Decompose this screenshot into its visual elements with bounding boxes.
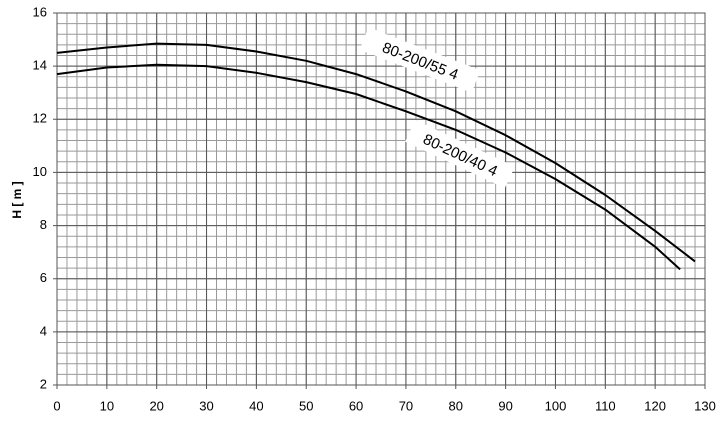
y-tick-label: 16 [33,4,47,19]
y-tick-label: 8 [40,217,47,232]
x-tick-label: 10 [100,398,114,413]
curve [56,42,696,263]
x-tick-label: 60 [349,398,363,413]
x-tick-label: 80 [449,398,463,413]
x-tick-label: 110 [595,398,616,413]
y-tick-label: 4 [40,323,47,338]
curve [56,63,681,271]
annotations: 80-200/55 4 80-200/40 4 [359,27,515,189]
x-tick-label: 100 [545,398,567,413]
y-tick-label: 14 [33,58,47,73]
x-tick-label: 50 [299,398,313,413]
x-tick-label: 90 [498,398,512,413]
label-box [359,27,481,93]
label-box [405,119,515,189]
x-tick-label: 70 [399,398,413,413]
y-axis-label: H [ m ] [10,181,24,218]
y-tick-label: 2 [40,376,47,391]
x-tick-label: 0 [53,398,60,413]
plot-border [56,12,706,386]
x-tick-label: 30 [199,398,213,413]
x-tick-label: 40 [249,398,263,413]
y-tick-label: 10 [33,164,47,179]
x-tick-label: 130 [694,398,716,413]
x-tick-label: 20 [149,398,163,413]
y-tick-label: 6 [40,270,47,285]
x-tick-label: 120 [644,398,666,413]
plot-area: 0 10 20 30 40 50 60 70 80 90 100 110 120 130 2 4 6 8 10 12 1… [33,4,716,413]
y-tick-label: 12 [33,111,47,126]
